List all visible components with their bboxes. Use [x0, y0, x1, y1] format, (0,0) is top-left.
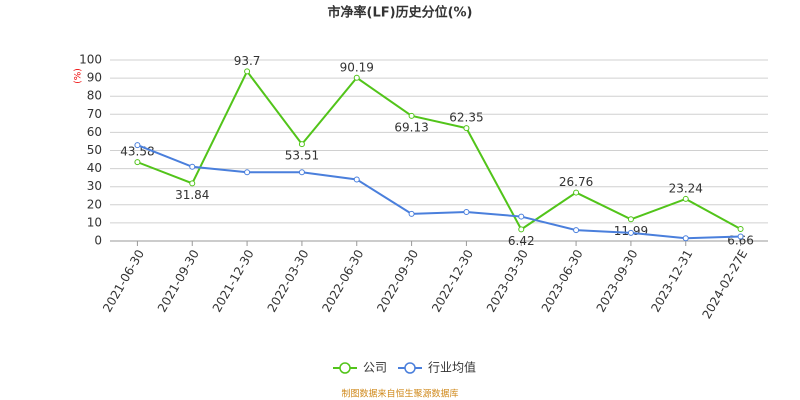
y-tick-label: 80 — [87, 89, 102, 103]
point — [244, 169, 251, 176]
point — [518, 226, 525, 233]
y-tick-label: 10 — [87, 215, 102, 229]
x-tick-label: 2022-09-30 — [374, 247, 421, 314]
x-tick-label: 2023-06-30 — [539, 247, 586, 314]
y-tick-label: 30 — [87, 179, 102, 193]
point — [518, 213, 525, 220]
data-label: 90.19 — [340, 60, 374, 74]
point — [627, 216, 634, 223]
series-line — [137, 144, 741, 240]
y-tick-label: 50 — [87, 143, 102, 157]
point — [134, 159, 141, 166]
point — [353, 176, 360, 183]
data-label: 62.35 — [449, 111, 483, 125]
y-tick-label: 0 — [94, 234, 102, 248]
x-tick-label: 2021-12-30 — [210, 247, 257, 314]
point — [189, 180, 196, 187]
legend-marker — [404, 362, 416, 374]
point — [627, 229, 634, 236]
x-tick-label: 2022-12-30 — [429, 247, 476, 314]
y-tick-label: 60 — [87, 125, 102, 139]
chart-title: 市净率(LF)历史分位(%) — [328, 5, 473, 21]
source-note: 制图数据来自恒生聚源数据库 — [341, 388, 458, 400]
x-tick-label: 2021-06-30 — [100, 247, 147, 314]
x-tick-label: 2021-09-30 — [155, 247, 202, 314]
series-line — [137, 69, 742, 231]
point — [573, 189, 580, 196]
point — [244, 68, 251, 75]
point — [134, 142, 141, 149]
data-label: 31.84 — [175, 188, 209, 202]
y-tick-label: 70 — [87, 107, 102, 121]
data-label: 26.76 — [559, 175, 593, 189]
x-tick-label: 2022-03-30 — [265, 247, 312, 314]
y-tick-label: 40 — [87, 161, 102, 175]
point — [682, 235, 689, 242]
data-label: 93.7 — [234, 54, 261, 68]
x-tick-label: 2023-12-31 — [648, 247, 695, 314]
point — [463, 209, 470, 216]
y-tick-label: 100 — [79, 53, 102, 67]
point — [189, 163, 196, 170]
data-label: 69.13 — [394, 120, 428, 134]
point — [298, 169, 305, 176]
x-tick-label: 2023-03-30 — [484, 247, 531, 314]
point — [408, 210, 415, 217]
point — [353, 74, 360, 81]
data-label: 6.42 — [508, 234, 535, 248]
legend-marker — [339, 362, 351, 374]
point — [463, 125, 470, 132]
point — [408, 112, 415, 119]
y-axis-label: (%) — [74, 68, 84, 84]
legend-label: 公司 — [363, 361, 387, 375]
x-tick-label: 2022-06-30 — [319, 247, 366, 314]
data-label: 53.51 — [285, 149, 319, 163]
data-label: 23.24 — [669, 181, 703, 195]
point — [298, 141, 305, 148]
point — [682, 195, 689, 202]
legend-label: 行业均值 — [428, 360, 476, 375]
point — [573, 227, 580, 234]
y-tick-label: 90 — [87, 71, 102, 85]
point — [737, 225, 744, 232]
y-tick-label: 20 — [87, 197, 102, 211]
x-tick-label: 2024-02-27E — [699, 247, 750, 321]
x-tick-label: 2023-09-30 — [594, 247, 641, 314]
point — [737, 233, 744, 240]
